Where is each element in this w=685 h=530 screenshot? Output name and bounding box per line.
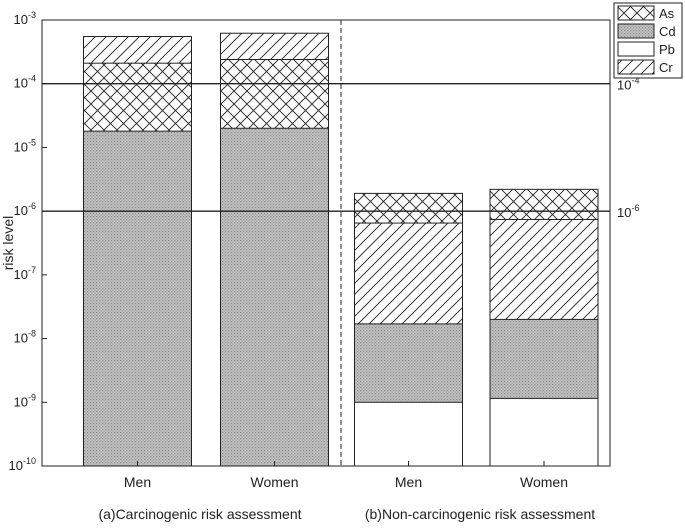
threshold-label-0: 10-4 (617, 76, 639, 93)
y-tick-label-0: 10-3 (14, 10, 36, 27)
y-tick-label-5: 10-8 (14, 329, 36, 346)
legend-label-cr: Cr (659, 60, 673, 75)
category-label-3: Women (520, 474, 568, 490)
category-label-0: Men (124, 474, 151, 490)
bar-cd-0 (83, 130, 192, 467)
legend-swatch-pb (617, 41, 655, 57)
category-label-1: Women (251, 474, 299, 490)
y-tick-label-4: 10-7 (14, 265, 36, 282)
bar-pb-2 (354, 401, 463, 467)
legend-label-cd: Cd (659, 24, 676, 39)
legend: As Cd Pb Cr (613, 2, 683, 79)
y-axis-title: risk level (0, 216, 16, 270)
y-tick-label-6: 10-9 (14, 392, 36, 409)
panel-labels: (a)Carcinogenic risk assessment (b)Non-ca… (98, 506, 595, 522)
bars-layer (83, 32, 599, 467)
category-labels: Men Women Men Women (124, 461, 568, 490)
threshold-label-1: 10-6 (617, 203, 639, 220)
legend-swatch-as (617, 5, 655, 21)
bar-cd-1 (220, 127, 329, 467)
y-tick-label-2: 10-5 (14, 137, 36, 154)
threshold-labels: 10-4 10-6 (617, 76, 639, 220)
y-tick-label-7: 10-10 (9, 456, 36, 473)
legend-label-as: As (659, 6, 675, 21)
y-axis: 10-3 10-4 10-5 10-6 10-7 10-8 10-9 10-10 (9, 10, 47, 473)
legend-swatch-cd (617, 23, 655, 39)
legend-swatch-cr (617, 59, 655, 75)
legend-label-pb: Pb (659, 42, 675, 57)
y-tick-label-3: 10-6 (14, 201, 36, 218)
plot-frame (41, 19, 611, 467)
category-label-2: Men (395, 474, 422, 490)
y-tick-label-1: 10-4 (14, 74, 36, 91)
panel-label-1: (b)Non-carcinogenic risk assessment (365, 506, 595, 522)
panel-label-0: (a)Carcinogenic risk assessment (98, 506, 301, 522)
bar-pb-3 (489, 397, 599, 467)
threshold-lines-layer (42, 83, 610, 212)
